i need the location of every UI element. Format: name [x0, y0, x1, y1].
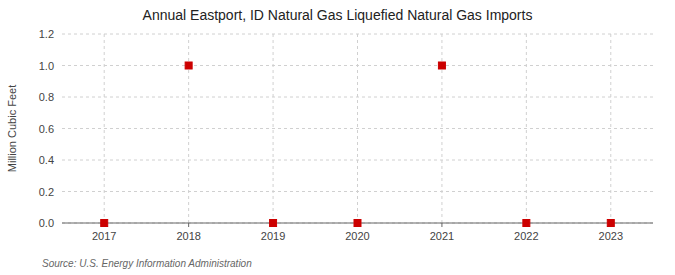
chart-container: Annual Eastport, ID Natural Gas Liquefie… — [0, 0, 675, 275]
x-grid-line — [104, 34, 105, 223]
y-tick-label: 0.4 — [39, 154, 54, 166]
x-grid-line — [610, 34, 611, 223]
point — [185, 62, 192, 69]
point — [438, 62, 445, 69]
point — [523, 220, 530, 227]
x-tick — [441, 223, 442, 227]
x-tick-label: 2019 — [261, 230, 285, 242]
source-note: Source: U.S. Energy Information Administ… — [42, 258, 252, 269]
y-tick-label: 0.2 — [39, 186, 54, 198]
y-tick-label: 0.8 — [39, 91, 54, 103]
y-tick-label: 1.2 — [39, 28, 54, 40]
x-grid-line — [357, 34, 358, 223]
point — [607, 220, 614, 227]
y-tick-label: 0.6 — [39, 123, 54, 135]
x-grid-line — [526, 34, 527, 223]
chart-svg: Annual Eastport, ID Natural Gas Liquefie… — [0, 0, 675, 275]
point — [354, 220, 361, 227]
y-grid-line — [62, 128, 653, 129]
x-tick-label: 2020 — [345, 230, 369, 242]
x-tick-label: 2023 — [599, 230, 623, 242]
grid — [62, 34, 653, 223]
point — [270, 220, 277, 227]
y-tick-label: 1.0 — [39, 60, 54, 72]
y-axis-label: Million Cubic Feet — [6, 85, 18, 172]
x-grid-line — [273, 34, 274, 223]
x-tick-label: 2022 — [514, 230, 538, 242]
x-tick-label: 2021 — [430, 230, 454, 242]
x-tick-label: 2018 — [176, 230, 200, 242]
x-tick — [188, 223, 189, 227]
y-tick-label: 0.0 — [39, 217, 54, 229]
y-axis: 0.0 0.2 0.4 0.6 0.8 1.0 1.2 Million Cubic Feet — [6, 28, 54, 229]
point — [101, 220, 108, 227]
x-tick-label: 2017 — [92, 230, 116, 242]
title: Annual Eastport, ID Natural Gas Liquefie… — [143, 7, 533, 23]
marks — [101, 62, 615, 227]
